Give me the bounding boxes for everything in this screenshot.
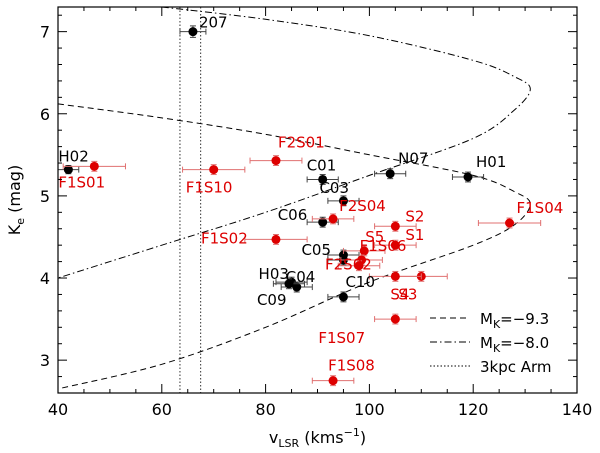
label-C05: C05 (301, 241, 331, 259)
point-N07 (385, 169, 395, 179)
point-F2S04 (328, 214, 338, 224)
axis-ticks: 40 60 80 100 120 140 3 4 5 6 7 (40, 7, 592, 419)
label-S5: S5 (365, 228, 384, 246)
label-207: 207 (199, 14, 228, 32)
label-H01: H01 (476, 153, 506, 171)
point-S1 (390, 240, 400, 250)
label-F2S04: F2S04 (339, 197, 386, 215)
label-F2S01: F2S01 (278, 134, 325, 152)
point-F1S07 (390, 314, 400, 324)
label-F1S07: F1S07 (318, 329, 365, 347)
legend: MK=−9.3 MK=−8.0 3kpc Arm (430, 310, 552, 376)
y-tick-label: 6 (40, 105, 50, 124)
x-tick-label: 140 (562, 400, 593, 419)
label-F1S06: F1S06 (360, 237, 407, 255)
x-tick-label: 80 (255, 400, 275, 419)
point-S2 (390, 221, 400, 231)
point-C06 (318, 217, 328, 227)
point-H01 (463, 172, 473, 182)
model-curves (57, 6, 531, 393)
x-axis-label: vLSR (kms−1) (269, 426, 366, 450)
legend-label-dotted: 3kpc Arm (480, 358, 552, 376)
label-C04: C04 (286, 268, 316, 286)
label-C01: C01 (307, 156, 337, 174)
point-F1S04 (505, 218, 515, 228)
label-F1S10: F1S10 (186, 179, 233, 197)
label-S2: S2 (405, 207, 424, 225)
point-C09 (284, 279, 294, 289)
y-tick-label: 7 (40, 23, 50, 42)
point-H02 (63, 165, 73, 175)
point-S5 (359, 246, 369, 256)
y-tick-label: 4 (40, 269, 50, 288)
point-F2S01 (271, 156, 281, 166)
point-F1S10 (209, 165, 219, 175)
point-F1S02 (271, 234, 281, 244)
x-tick-label: 60 (152, 400, 172, 419)
curve-mk-8.0 (57, 6, 531, 279)
label-H02: H02 (58, 148, 88, 166)
data-points (57, 25, 542, 387)
point-C03 (338, 196, 348, 206)
y-axis-label: Ke (mag) (5, 165, 27, 235)
label-F2S02: F2S02 (325, 256, 372, 274)
label-C03: C03 (319, 179, 349, 197)
legend-label-dashdot: MK=−8.0 (480, 334, 549, 355)
point-F1S01 (89, 161, 99, 171)
x-tick-label: 40 (48, 400, 68, 419)
label-H03: H03 (259, 265, 289, 283)
point-C04 (292, 282, 302, 292)
curve-mk-9.3 (57, 103, 531, 390)
y-tick-label: 3 (40, 351, 50, 370)
label-F1S04: F1S04 (517, 199, 564, 217)
label-C06: C06 (278, 206, 308, 224)
x-tick-label: 100 (354, 400, 385, 419)
label-S1: S1 (405, 226, 424, 244)
legend-label-dashed: MK=−9.3 (480, 310, 549, 331)
point-C01 (318, 174, 328, 184)
label-C09: C09 (257, 291, 287, 309)
label-F1S02: F1S02 (201, 229, 248, 247)
label-N07: N07 (398, 150, 428, 168)
point-S4 (390, 271, 400, 281)
label-S4: S4 (390, 285, 409, 303)
y-tick-label: 5 (40, 187, 50, 206)
point-C10 (338, 292, 348, 302)
point-207 (188, 27, 198, 37)
point-F2S02 (354, 261, 364, 271)
point-F1S08 (328, 376, 338, 386)
label-S3: S3 (398, 285, 417, 303)
x-tick-label: 120 (458, 400, 489, 419)
label-F1S08: F1S08 (328, 357, 375, 375)
label-C10: C10 (345, 273, 375, 291)
label-F1S01: F1S01 (58, 173, 105, 191)
